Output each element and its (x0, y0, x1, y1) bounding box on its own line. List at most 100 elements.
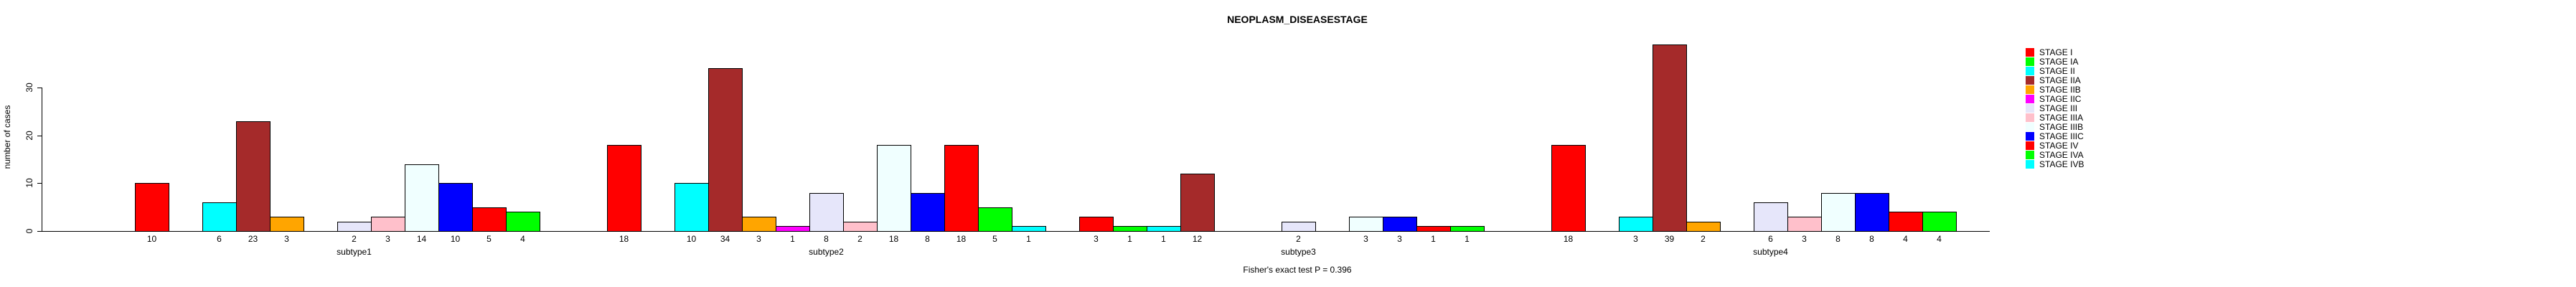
bar-stage-ii (202, 202, 237, 232)
legend-swatch-stage-iiia (2026, 113, 2034, 122)
legend-swatch-stage-iib (2026, 85, 2034, 94)
bar-stage-iii (1282, 222, 1316, 232)
bar-stage-iia (708, 68, 743, 232)
legend-label: STAGE IIC (2039, 94, 2082, 104)
legend-swatch-stage-iva (2026, 151, 2034, 159)
legend-label: STAGE IVB (2039, 159, 2084, 169)
bar-stage-iii (809, 193, 844, 232)
chart-title: NEOPLASM_DISEASESTAGE (1227, 14, 1368, 25)
legend-swatch-stage-i (2026, 48, 2034, 57)
y-axis-label: number of cases (2, 105, 12, 169)
bar-stage-iva (1450, 226, 1485, 232)
legend-swatch-stage-ii (2026, 67, 2034, 75)
legend-label: STAGE IIIC (2039, 131, 2084, 141)
x-axis-group-label: subtype2 (809, 247, 844, 257)
legend-label: STAGE III (2039, 103, 2078, 113)
legend-label: STAGE IIB (2039, 85, 2081, 95)
legend-label: STAGE IVA (2039, 150, 2084, 160)
legend-label: STAGE IV (2039, 141, 2079, 151)
bar-value-label: 18 (1563, 234, 1574, 244)
fisher-annotation: Fisher's exact test P = 0.396 (1243, 265, 1352, 275)
legend-swatch-stage-iv (2026, 141, 2034, 150)
bar-value-label: 3 (1094, 234, 1099, 244)
bar-stage-iv (1416, 226, 1451, 232)
bar-value-label: 34 (720, 234, 730, 244)
bar-stage-iva (1922, 212, 1957, 232)
bar-stage-iv (1889, 212, 1923, 232)
bar-stage-iib (742, 217, 776, 232)
legend-swatch-stage-iii (2026, 104, 2034, 113)
bar-stage-iva (506, 212, 540, 232)
bar-value-label: 4 (520, 234, 525, 244)
bar-value-label: 3 (756, 234, 761, 244)
bar-value-label: 14 (416, 234, 427, 244)
bar-stage-iiib (1349, 217, 1383, 232)
bar-value-label: 1 (790, 234, 795, 244)
bar-value-label: 18 (619, 234, 629, 244)
bar-value-label: 2 (352, 234, 357, 244)
bar-stage-iv (944, 145, 979, 232)
legend-label: STAGE IIIA (2039, 113, 2084, 123)
bar-value-label: 1 (1127, 234, 1132, 244)
bar-value-label: 3 (1633, 234, 1638, 244)
y-axis-tick-label: 30 (24, 83, 34, 93)
x-axis-group-label: subtype3 (1281, 247, 1316, 257)
x-axis-group-label: subtype4 (1753, 247, 1788, 257)
bar-stage-iib (1686, 222, 1721, 232)
bar-stage-iia (1653, 44, 1687, 232)
bar-value-label: 4 (1937, 234, 1942, 244)
legend-swatch-stage-iiib (2026, 123, 2034, 131)
bar-value-label: 5 (992, 234, 997, 244)
bar-value-label: 3 (284, 234, 289, 244)
bar-value-label: 2 (1701, 234, 1706, 244)
bar-stage-iiia (371, 217, 405, 232)
legend-swatch-stage-iic (2026, 95, 2034, 103)
bar-value-label: 23 (248, 234, 258, 244)
bar-stage-iii (1754, 202, 1788, 232)
bar-value-label: 3 (385, 234, 390, 244)
bar-value-label: 5 (486, 234, 492, 244)
bar-stage-ii (674, 183, 709, 232)
y-axis-tick-label: 0 (24, 228, 34, 234)
bar-value-label: 3 (1397, 234, 1402, 244)
legend-label: STAGE I (2039, 47, 2073, 57)
bar-stage-iiib (877, 145, 911, 232)
legend-label: STAGE II (2039, 66, 2075, 76)
bar-stage-iiia (843, 222, 878, 232)
bar-stage-ia (1113, 226, 1147, 232)
bar-value-label: 8 (1869, 234, 1874, 244)
bar-stage-iic (776, 226, 810, 232)
bar-value-label: 4 (1903, 234, 1908, 244)
legend-swatch-stage-iia (2026, 76, 2034, 85)
bar-stage-ivb (1012, 226, 1046, 232)
bar-value-label: 1 (1026, 234, 1031, 244)
bar-value-label: 3 (1363, 234, 1368, 244)
bar-value-label: 18 (888, 234, 899, 244)
bar-stage-iiic (1383, 217, 1417, 232)
y-axis-tick (37, 183, 42, 184)
bar-value-label: 10 (146, 234, 157, 244)
bar-value-label: 10 (450, 234, 461, 244)
bar-value-label: 10 (686, 234, 697, 244)
bar-stage-iii (337, 222, 372, 232)
bar-stage-iiic (438, 183, 473, 232)
legend-label: STAGE IIIB (2039, 122, 2084, 132)
bar-value-label: 8 (824, 234, 829, 244)
bar-value-label: 2 (857, 234, 862, 244)
bar-value-label: 12 (1192, 234, 1203, 244)
bar-stage-iiib (1821, 193, 1856, 232)
bar-stage-i (1551, 145, 1586, 232)
bar-value-label: 2 (1296, 234, 1301, 244)
legend-swatch-stage-iiic (2026, 132, 2034, 141)
bar-value-label: 8 (1835, 234, 1841, 244)
y-axis-tick-label: 20 (24, 131, 34, 141)
legend-label: STAGE IA (2039, 57, 2079, 67)
bar-stage-iva (978, 207, 1012, 232)
y-axis-tick-label: 10 (24, 178, 34, 188)
bar-stage-ii (1619, 217, 1653, 232)
bar-stage-i (1079, 217, 1114, 232)
bar-value-label: 1 (1465, 234, 1470, 244)
bar-stage-iib (270, 217, 304, 232)
bar-value-label: 18 (956, 234, 967, 244)
bar-value-label: 3 (1802, 234, 1807, 244)
